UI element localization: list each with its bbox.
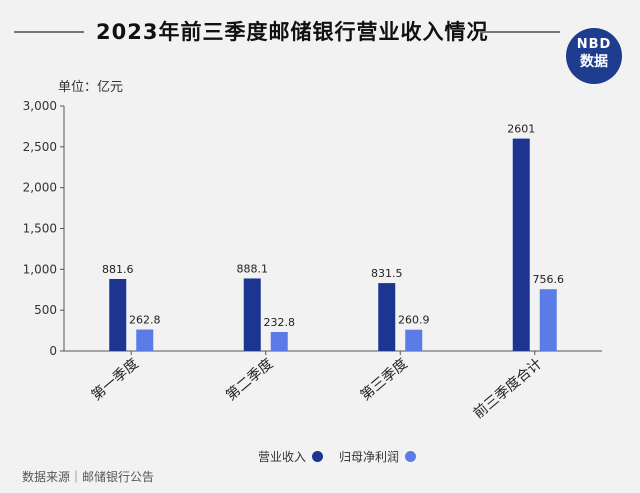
legend-swatch-revenue xyxy=(312,451,324,462)
data-label: 831.5 xyxy=(371,267,403,280)
y-tick-label: 1,500 xyxy=(23,222,57,236)
data-label: 2601 xyxy=(507,123,535,136)
bar-profit xyxy=(136,329,154,351)
y-tick-label: 1,000 xyxy=(23,262,57,276)
title-rule-left xyxy=(14,31,84,33)
x-tick-label: 第三季度 xyxy=(357,355,411,404)
bar-profit xyxy=(270,331,288,351)
bar-profit xyxy=(405,329,423,351)
legend-item-revenue: 营业收入 xyxy=(258,448,324,465)
legend-label-profit: 归母净利润 xyxy=(339,450,400,464)
chart-title: 2023年前三季度邮储银行营业收入情况 xyxy=(96,20,489,44)
y-tick-label: 2,000 xyxy=(23,181,57,195)
data-label: 888.1 xyxy=(237,262,269,275)
legend-swatch-profit xyxy=(405,451,417,462)
nbd-logo: NBD 数据 xyxy=(566,28,622,84)
bar-profit xyxy=(539,289,557,351)
unit-label: 单位：亿元 xyxy=(58,80,124,95)
data-label: 232.8 xyxy=(264,316,296,329)
data-label: 262.8 xyxy=(129,314,161,327)
y-tick-label: 0 xyxy=(49,344,57,358)
data-label: 756.6 xyxy=(533,273,565,286)
legend: 营业收入 归母净利润 xyxy=(258,448,432,465)
y-tick-label: 3,000 xyxy=(23,99,57,113)
bar-revenue xyxy=(109,279,127,351)
bar-revenue xyxy=(512,138,530,351)
logo-line1: NBD xyxy=(576,37,612,52)
source-note: 数据来源｜邮储银行公告 xyxy=(22,470,155,484)
legend-label-revenue: 营业收入 xyxy=(258,450,307,464)
y-tick-label: 2,500 xyxy=(23,140,57,154)
legend-item-profit: 归母净利润 xyxy=(339,448,417,465)
title-rule-right xyxy=(480,31,560,33)
bar-revenue xyxy=(378,283,396,351)
bar-revenue xyxy=(243,278,261,351)
data-label: 881.6 xyxy=(102,263,134,276)
x-tick-label: 第一季度 xyxy=(88,355,142,404)
data-label: 260.9 xyxy=(398,314,430,327)
y-tick-label: 500 xyxy=(34,303,57,317)
x-tick-label: 第二季度 xyxy=(222,355,276,404)
logo-line2: 数据 xyxy=(580,54,608,70)
title-bar: 2023年前三季度邮储银行营业收入情况 xyxy=(0,12,640,52)
x-tick-label: 前三季度合计 xyxy=(470,355,545,422)
